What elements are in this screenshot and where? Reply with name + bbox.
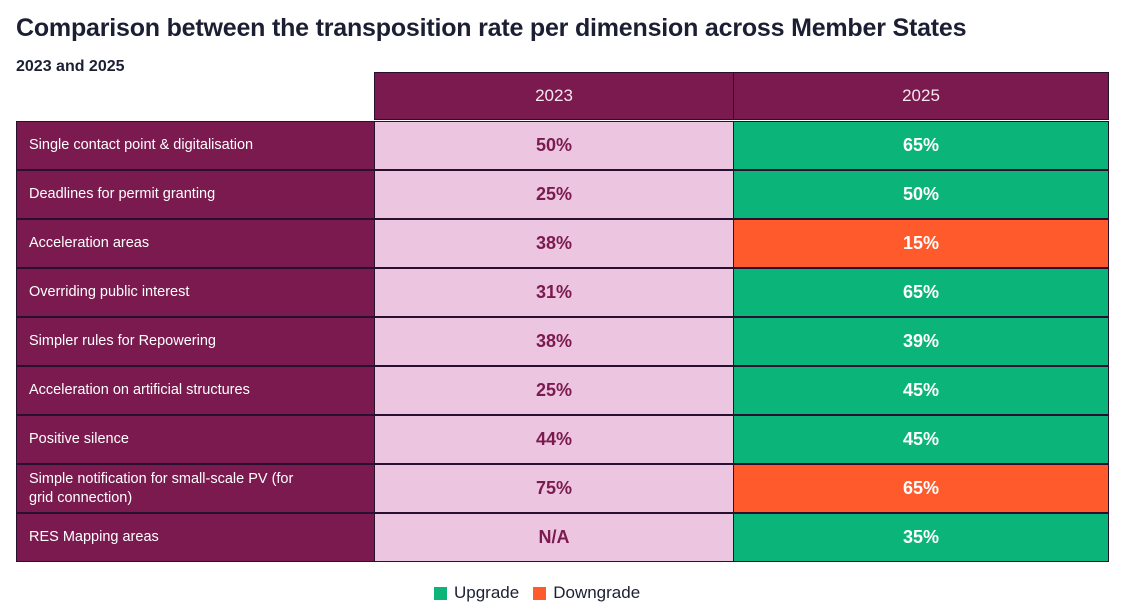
legend: Upgrade Downgrade (434, 583, 654, 603)
table-row: Acceleration on artificial structures 25%… (16, 366, 1109, 415)
row-label: Simple notification for small-scale PV (… (16, 464, 375, 513)
value-2023: 25% (374, 366, 734, 415)
row-label: Acceleration on artificial structures (16, 366, 375, 415)
value-2025-upgrade: 45% (733, 415, 1109, 464)
value-2023: 31% (374, 268, 734, 317)
table-row: Simple notification for small-scale PV (… (16, 464, 1109, 513)
row-label: Single contact point & digitalisation (16, 121, 375, 170)
value-2023: 38% (374, 317, 734, 366)
legend-label: Downgrade (553, 583, 641, 602)
value-2023: 38% (374, 219, 734, 268)
row-label: RES Mapping areas (16, 513, 375, 562)
value-2025-upgrade: 39% (733, 317, 1109, 366)
value-2025-upgrade: 35% (733, 513, 1109, 562)
legend-swatch-downgrade (533, 586, 547, 600)
legend-swatch-upgrade (434, 586, 447, 600)
value-2025-upgrade: 45% (733, 366, 1109, 415)
table-row: Overriding public interest 31% 65% (16, 268, 1109, 317)
value-2025-upgrade: 65% (733, 268, 1109, 317)
table-row: Single contact point & digitalisation 50%… (16, 121, 1109, 170)
table-row: Acceleration areas 38% 15% (16, 219, 1109, 268)
value-2023: 75% (374, 464, 734, 513)
row-label: Positive silence (16, 415, 375, 464)
row-label: Acceleration areas (16, 219, 375, 268)
value-2025-downgrade: 15% (733, 219, 1109, 268)
table-row: Deadlines for permit granting 25% 50% (16, 170, 1109, 219)
column-header-2025: 2025 (733, 72, 1109, 120)
value-2023: 50% (374, 121, 734, 170)
row-label: Deadlines for permit granting (16, 170, 375, 219)
table-row: RES Mapping areas N/A 35% (16, 513, 1109, 562)
table-row: Simpler rules for Repowering 38% 39% (16, 317, 1109, 366)
value-2023: 25% (374, 170, 734, 219)
chart-title: Comparison between the transposition rat… (16, 14, 967, 42)
chart-subtitle: 2023 and 2025 (16, 58, 125, 75)
value-2025-downgrade: 65% (733, 464, 1109, 513)
value-2025-upgrade: 65% (733, 121, 1109, 170)
table-row: Positive silence 44% 45% (16, 415, 1109, 464)
column-header-2023: 2023 (374, 72, 734, 120)
legend-item-downgrade: Downgrade (533, 583, 640, 603)
value-2023: 44% (374, 415, 734, 464)
legend-item-upgrade: Upgrade (434, 583, 519, 603)
legend-label: Upgrade (454, 583, 520, 602)
row-label: Overriding public interest (16, 268, 375, 317)
value-2023: N/A (374, 513, 734, 562)
row-label: Simpler rules for Repowering (16, 317, 375, 366)
value-2025-upgrade: 50% (733, 170, 1109, 219)
